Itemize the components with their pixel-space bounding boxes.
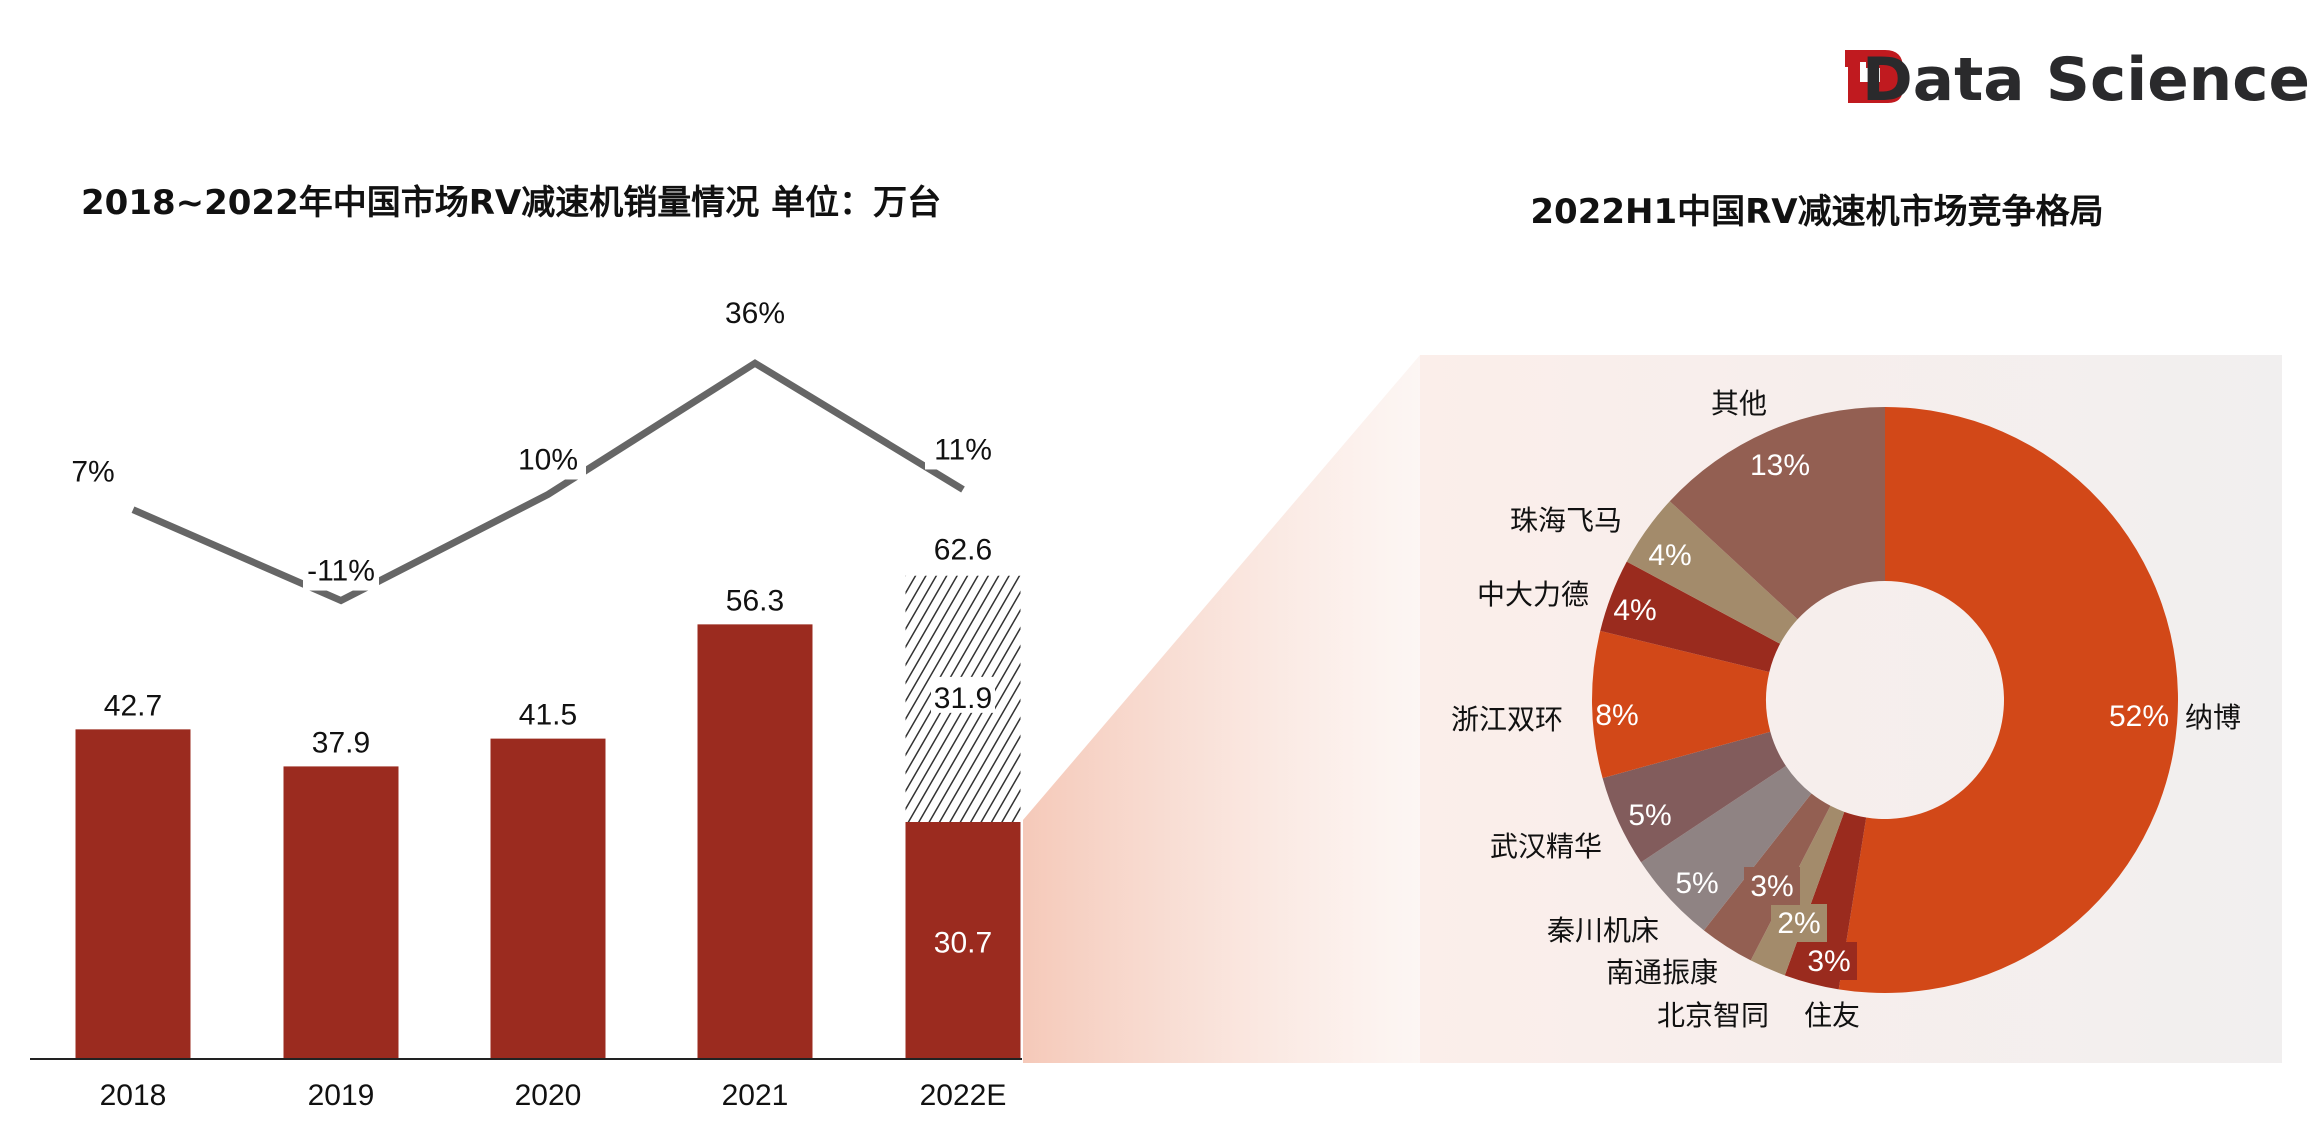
- bar-2021: [697, 624, 813, 1059]
- x-tick-label: 2021: [722, 1079, 789, 1112]
- zoom-connector: [1023, 355, 1420, 1063]
- slice-name-label: 秦川机床: [1547, 914, 1659, 947]
- slice-percent-label: 8%: [1595, 699, 1638, 732]
- donut-slice: [1602, 731, 1786, 863]
- logo: Data Science: [1845, 45, 2310, 115]
- x-tick-label: 2018: [100, 1079, 167, 1112]
- bar-segment-label: 31.9: [934, 682, 992, 715]
- slice-percent-label: 52%: [2109, 700, 2169, 733]
- donut-slice: [1669, 407, 1885, 620]
- label-background: [510, 439, 586, 480]
- bar-chart-title: 2018~2022年中国市场RV减速机销量情况 单位：万台: [81, 183, 941, 223]
- label-background: [925, 429, 1001, 470]
- growth-label: 10%: [518, 444, 578, 477]
- growth-line: [131, 359, 965, 605]
- donut-slice: [1641, 765, 1812, 931]
- bar-segment-label: 30.7: [934, 926, 992, 959]
- slice-name-label: 武汉精华: [1490, 830, 1602, 863]
- slice-name-label: 北京智同: [1657, 999, 1769, 1032]
- slice-percent-label: 13%: [1750, 449, 1810, 482]
- x-tick-label: 2022E: [920, 1079, 1007, 1112]
- logo-d-icon: [1845, 50, 1903, 103]
- bar-2022E-actual: [905, 821, 1021, 1059]
- label-background: [1744, 867, 1800, 905]
- bar-2019: [283, 766, 399, 1059]
- growth-label: 7%: [71, 456, 114, 489]
- pie-chart-title: 2022H1中国RV减速机市场竞争格局: [1530, 192, 2103, 232]
- label-background: [1771, 904, 1827, 942]
- donut-slice: [1600, 561, 1781, 672]
- bar-value-label: 41.5: [519, 699, 577, 732]
- label-background: [303, 550, 379, 591]
- slice-percent-label: 4%: [1648, 539, 1691, 572]
- bar-2018: [75, 729, 191, 1059]
- growth-label: 36%: [725, 297, 785, 330]
- label-background: [931, 676, 995, 713]
- bar-value-label: 42.7: [104, 689, 162, 722]
- x-tick-label: 2019: [308, 1079, 375, 1112]
- bar-value-label: 62.6: [934, 534, 992, 567]
- slice-name-label: 其他: [1711, 387, 1767, 420]
- growth-label: 11%: [934, 433, 992, 466]
- bar-chart: 42.7 2018 37.9 2019 41.5 2020 56.3 2021 30.7 31.9…: [30, 293, 1022, 1112]
- donut-slice: [1838, 407, 2179, 993]
- bar-value-label: 56.3: [726, 584, 784, 617]
- slice-name-label: 浙江双环: [1451, 703, 1563, 736]
- slice-percent-label: 2%: [1777, 907, 1820, 940]
- slice-name-label: 中大力德: [1477, 578, 1589, 611]
- growth-label: -11%: [307, 555, 375, 588]
- donut-chart: 52% 纳博 3% 住友 2% 北京智同 3% 南通振康 5% 秦川机床 5% 武汉精华 8% 浙江双环 4…: [1451, 387, 2241, 1032]
- slice-name-label: 住友: [1804, 999, 1860, 1032]
- slice-name-label: 纳博: [2185, 701, 2241, 734]
- logo-text: Data Science: [1862, 45, 2310, 115]
- slice-name-label: 南通振康: [1606, 956, 1718, 989]
- slice-name-label: 珠海飞马: [1510, 504, 1622, 537]
- bar-value-label: 37.9: [312, 726, 370, 759]
- label-background: [717, 293, 793, 334]
- donut-slice: [1626, 501, 1798, 644]
- slice-percent-label: 5%: [1628, 799, 1671, 832]
- slice-percent-label: 3%: [1807, 945, 1850, 978]
- slice-percent-label: 4%: [1613, 594, 1656, 627]
- slice-percent-label: 3%: [1750, 870, 1793, 903]
- label-background: [1801, 942, 1857, 980]
- x-tick-label: 2020: [515, 1079, 582, 1112]
- donut-slice: [1591, 630, 1771, 779]
- bar-2020: [490, 738, 606, 1059]
- slice-percent-label: 5%: [1675, 867, 1718, 900]
